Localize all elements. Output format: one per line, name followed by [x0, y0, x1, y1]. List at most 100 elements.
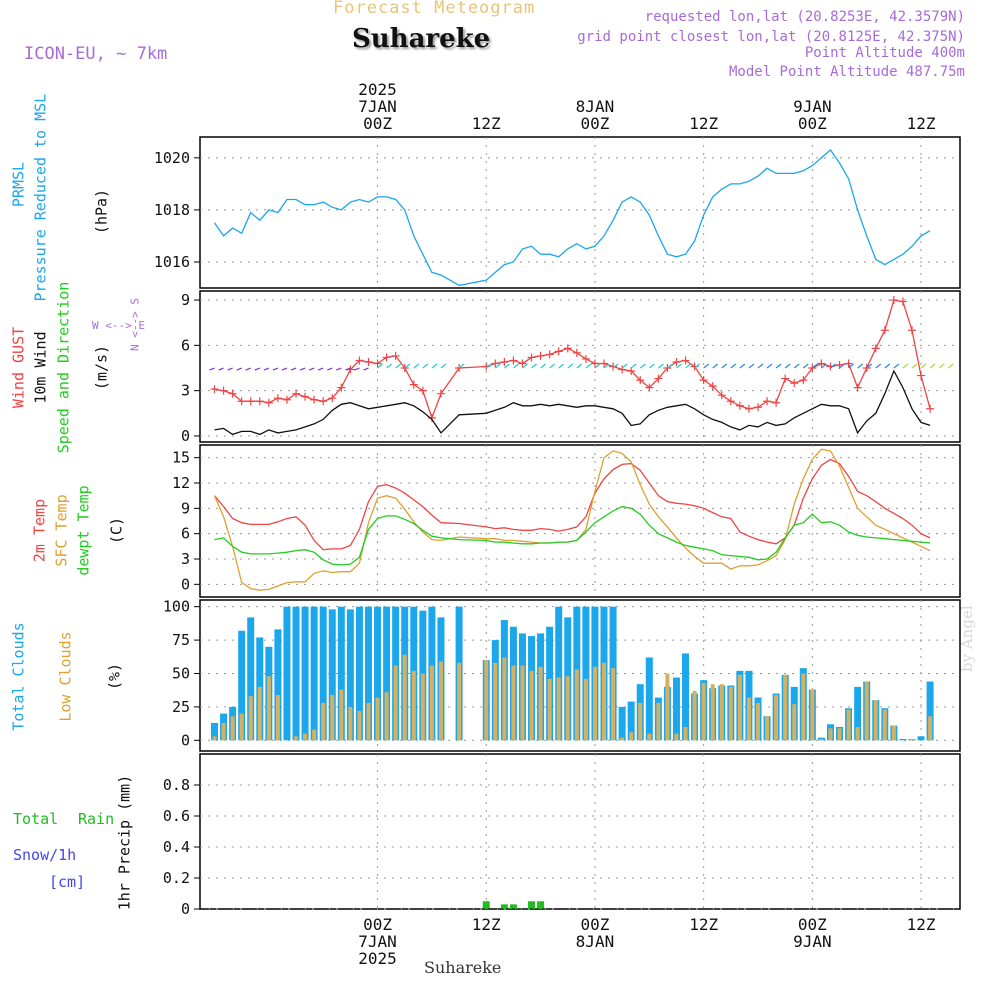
- gust-point: [273, 394, 282, 403]
- wind-ytick-label: 9: [181, 291, 190, 309]
- wind-direction-arrow: [576, 363, 583, 369]
- wind-direction-arrow: [345, 367, 351, 371]
- low-cloud-bar: [493, 662, 498, 741]
- gust-point: [563, 344, 572, 353]
- wind-direction-arrow: [395, 363, 402, 369]
- low-cloud-bar: [239, 713, 244, 741]
- wind-direction-arrow: [694, 363, 700, 369]
- low-cloud-bar: [792, 704, 797, 741]
- low-cloud-bar: [629, 732, 634, 741]
- wind-direction-arrow: [793, 363, 800, 369]
- wind-direction-arrow: [612, 363, 619, 369]
- low-cloud-bar: [520, 665, 525, 741]
- wind-direction-arrow: [458, 363, 465, 369]
- bottom-time-label: 8JAN: [576, 932, 615, 951]
- gust-point: [862, 364, 871, 373]
- wind-direction-arrow: [603, 363, 610, 369]
- credit-watermark: by Angel: [958, 605, 976, 672]
- gust-point: [581, 354, 590, 363]
- wind-direction-arrow: [839, 363, 845, 369]
- low-cloud-bar: [303, 733, 308, 741]
- gust-point: [409, 380, 418, 389]
- bottom-time-label: 7JAN: [358, 932, 397, 951]
- wind-direction-arrow: [308, 367, 315, 371]
- total-cloud-bar: [283, 606, 291, 741]
- low-cloud-bar: [638, 702, 643, 741]
- total-cloud-bar: [672, 677, 680, 741]
- low-cloud-bar: [928, 716, 933, 741]
- clouds-ytick-label: 100: [163, 598, 190, 616]
- wind-direction-arrow: [648, 363, 655, 369]
- gust-point: [282, 395, 291, 404]
- precip-rain-label: Rain: [78, 810, 115, 828]
- gust-point: [391, 351, 400, 360]
- gust-point: [772, 398, 781, 407]
- top-time-label: 7JAN: [358, 97, 397, 116]
- gust-point: [600, 359, 609, 368]
- temperature-frame: [199, 444, 961, 598]
- clouds-ytick-label: 50: [172, 664, 190, 682]
- wind-direction-arrow: [721, 363, 728, 369]
- clouds-ytick-label: 75: [172, 631, 190, 649]
- low-cloud-bar: [891, 725, 896, 741]
- station-name: Suhareke: [352, 24, 491, 54]
- low-cloud-bar: [294, 736, 299, 741]
- wind-direction-arrow: [739, 363, 746, 369]
- wind-direction-arrow: [657, 363, 664, 369]
- gust-point: [717, 391, 726, 400]
- top-time-label: 8JAN: [576, 97, 615, 116]
- gust-point: [763, 397, 772, 406]
- low-cloud-bar: [511, 665, 516, 741]
- low-cloud-bar: [402, 654, 407, 741]
- pressure-ytick-label: 1020: [154, 149, 190, 167]
- total-cloud-bar: [618, 706, 626, 741]
- gust-point: [844, 359, 853, 368]
- low-cloud-bar: [312, 729, 317, 741]
- top-time-label: 00Z: [580, 114, 609, 133]
- bottom-time-label: 12Z: [907, 915, 936, 934]
- low-cloud-bar: [755, 702, 760, 741]
- precipitation-frame: [199, 753, 961, 910]
- wind-direction-arrow: [594, 363, 601, 369]
- wind-direction-arrow: [748, 363, 755, 369]
- low-cloud-bar: [420, 673, 425, 741]
- gust-point: [645, 383, 654, 392]
- clouds-ytick-label: 0: [181, 731, 190, 749]
- low-cloud-bar: [321, 702, 326, 741]
- low-cloud-bar: [266, 676, 271, 741]
- low-cloud-bar: [257, 686, 262, 741]
- top-time-label: 12Z: [472, 114, 501, 133]
- low-cloud-bar: [484, 660, 489, 741]
- low-cloud-bar: [248, 696, 253, 741]
- gust-point: [237, 397, 246, 406]
- low-cloud-bar: [819, 738, 824, 741]
- wind-direction-arrow: [821, 363, 827, 369]
- low-cloud-bar: [574, 669, 579, 741]
- low-cloud-bar: [602, 662, 607, 741]
- low-cloud-bar: [855, 726, 860, 741]
- low-cloud-bar: [438, 661, 443, 741]
- gust-point: [726, 397, 735, 406]
- clouds-ytick-label: 25: [172, 698, 190, 716]
- compass-west-east: W <--> E: [92, 319, 145, 332]
- rain-bar: [500, 904, 508, 909]
- temperature-ytick-label: 0: [181, 575, 190, 593]
- temperature-ytick-label: 12: [172, 474, 190, 492]
- top-time-label: 00Z: [798, 114, 827, 133]
- wind-direction-arrow: [938, 363, 945, 369]
- gust-point: [518, 359, 527, 368]
- gust-point: [382, 353, 391, 362]
- gust-point: [436, 389, 445, 398]
- wind-direction-arrow: [893, 363, 900, 369]
- model-point-altitude: Model Point Altitude 487.75m: [728, 64, 965, 80]
- low-cloud-bar: [592, 666, 597, 741]
- meteogram-title: Forecast Meteogram: [333, 0, 536, 18]
- total-cloud-bar: [682, 653, 690, 741]
- low-cloud-bar: [837, 728, 842, 741]
- total-cloud-bar: [355, 606, 363, 741]
- temperature-series-line-0: [214, 458, 931, 551]
- low-cloud-bar: [393, 665, 398, 741]
- gust-point: [310, 395, 319, 404]
- wind-direction-arrow: [567, 363, 574, 369]
- precipitation-ytick-label: 0.2: [163, 869, 190, 887]
